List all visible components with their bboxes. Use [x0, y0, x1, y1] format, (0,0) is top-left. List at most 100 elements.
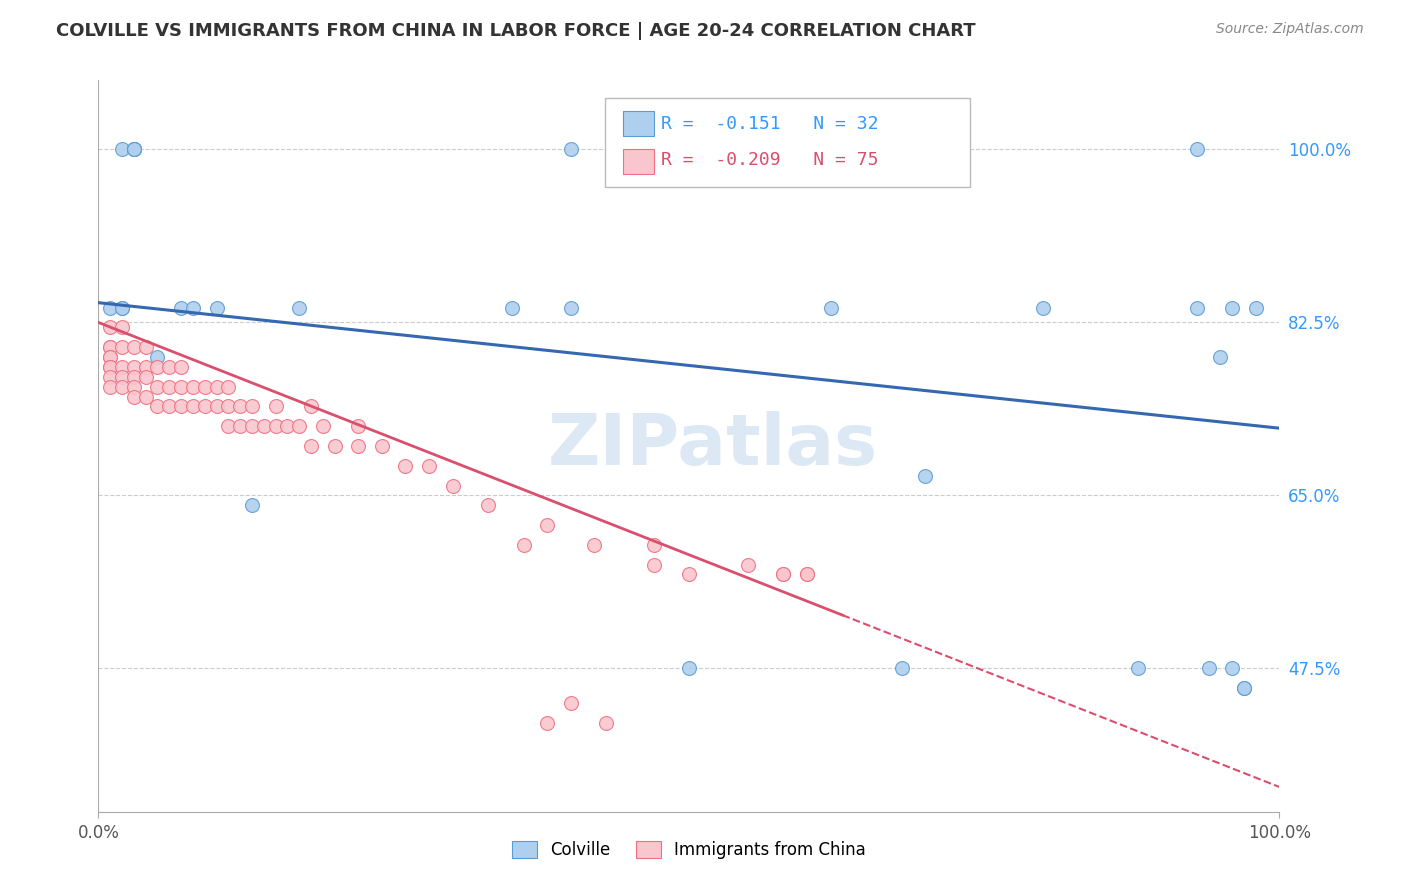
Point — [98, 320, 121, 334]
Point — [98, 359, 121, 374]
Point — [299, 439, 322, 453]
Point — [111, 320, 134, 334]
Point — [111, 380, 134, 394]
Point — [1185, 301, 1208, 315]
Point — [135, 369, 157, 384]
Point — [560, 696, 582, 710]
Point — [536, 715, 558, 730]
Point — [796, 567, 818, 582]
Point — [181, 400, 204, 414]
Point — [264, 400, 287, 414]
Point — [146, 400, 169, 414]
Point — [146, 380, 169, 394]
Point — [205, 400, 228, 414]
Point — [737, 558, 759, 572]
Point — [371, 439, 394, 453]
Point — [512, 538, 534, 552]
Point — [1126, 661, 1149, 675]
Point — [240, 419, 263, 434]
Point — [122, 369, 145, 384]
Text: R =  -0.209   N = 75: R = -0.209 N = 75 — [661, 151, 879, 169]
Point — [323, 439, 346, 453]
Point — [98, 340, 121, 354]
Point — [181, 301, 204, 315]
Point — [772, 567, 794, 582]
Point — [170, 380, 193, 394]
Point — [122, 340, 145, 354]
Point — [1209, 350, 1232, 364]
Point — [1220, 661, 1243, 675]
Point — [477, 498, 499, 512]
Point — [98, 350, 121, 364]
Point — [157, 359, 180, 374]
Text: Source: ZipAtlas.com: Source: ZipAtlas.com — [1216, 22, 1364, 37]
Point — [560, 301, 582, 315]
Point — [1244, 301, 1267, 315]
Point — [194, 400, 217, 414]
Point — [914, 468, 936, 483]
Point — [98, 380, 121, 394]
Point — [1032, 301, 1054, 315]
Point — [240, 498, 263, 512]
Point — [643, 538, 665, 552]
Point — [796, 567, 818, 582]
Point — [122, 390, 145, 404]
Point — [890, 661, 912, 675]
Text: R =  -0.151   N = 32: R = -0.151 N = 32 — [661, 115, 879, 133]
Text: ZIPatlas: ZIPatlas — [547, 411, 877, 481]
Point — [111, 369, 134, 384]
Point — [98, 350, 121, 364]
Point — [1233, 681, 1256, 695]
Point — [288, 419, 311, 434]
Point — [98, 301, 121, 315]
Point — [1220, 301, 1243, 315]
Point — [146, 359, 169, 374]
Point — [418, 458, 440, 473]
Point — [111, 301, 134, 315]
Point — [217, 419, 239, 434]
Point — [98, 340, 121, 354]
Point — [1233, 681, 1256, 695]
Point — [111, 359, 134, 374]
Point — [347, 419, 370, 434]
Point — [229, 419, 252, 434]
Point — [135, 340, 157, 354]
Point — [122, 143, 145, 157]
Point — [678, 567, 700, 582]
Point — [122, 359, 145, 374]
Point — [194, 380, 217, 394]
Point — [820, 301, 842, 315]
Point — [441, 478, 464, 492]
Point — [347, 439, 370, 453]
Point — [98, 369, 121, 384]
Point — [253, 419, 276, 434]
Point — [394, 458, 416, 473]
Point — [122, 380, 145, 394]
Point — [181, 380, 204, 394]
Point — [240, 400, 263, 414]
Point — [217, 380, 239, 394]
Point — [170, 400, 193, 414]
Text: COLVILLE VS IMMIGRANTS FROM CHINA IN LABOR FORCE | AGE 20-24 CORRELATION CHART: COLVILLE VS IMMIGRANTS FROM CHINA IN LAB… — [56, 22, 976, 40]
Point — [98, 359, 121, 374]
Point — [264, 419, 287, 434]
Point — [772, 567, 794, 582]
Point — [122, 143, 145, 157]
Point — [501, 301, 523, 315]
Point — [643, 558, 665, 572]
Point — [276, 419, 298, 434]
Point — [170, 359, 193, 374]
Point — [205, 380, 228, 394]
Point — [560, 143, 582, 157]
Point — [135, 390, 157, 404]
Point — [111, 340, 134, 354]
Point — [135, 359, 157, 374]
Point — [217, 400, 239, 414]
Point — [312, 419, 335, 434]
Point — [111, 143, 134, 157]
Point — [111, 301, 134, 315]
Point — [678, 661, 700, 675]
Point — [146, 350, 169, 364]
Point — [288, 301, 311, 315]
Point — [229, 400, 252, 414]
